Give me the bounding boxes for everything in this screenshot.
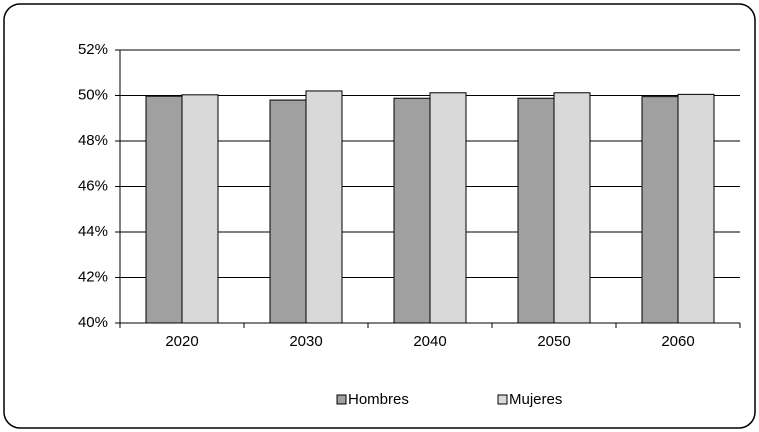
bar: [553, 92, 591, 324]
y-tick-label: 40%: [78, 314, 108, 331]
bar: [305, 90, 343, 324]
bar: [641, 96, 679, 324]
bar: [429, 92, 467, 324]
bar: [181, 94, 219, 324]
x-tick-label: 2040: [413, 333, 446, 350]
y-tick-label: 46%: [78, 177, 108, 194]
x-tick-label: 2060: [661, 333, 694, 350]
bar: [517, 97, 555, 324]
y-tick-label: 52%: [78, 41, 108, 58]
x-tick-label: 2050: [537, 333, 570, 350]
y-tick-label: 48%: [78, 132, 108, 149]
y-tick-label: 44%: [78, 223, 108, 240]
bar: [269, 99, 307, 324]
y-tick-label: 50%: [78, 86, 108, 103]
legend-swatch: [336, 394, 347, 405]
legend-label: Hombres: [348, 391, 409, 408]
y-tick-label: 42%: [78, 268, 108, 285]
bar: [145, 95, 183, 324]
x-tick-label: 2030: [289, 333, 322, 350]
bar: [677, 93, 715, 324]
legend-label: Mujeres: [509, 391, 562, 408]
bar: [393, 97, 431, 324]
x-tick-label: 2020: [165, 333, 198, 350]
legend-swatch: [497, 394, 508, 405]
